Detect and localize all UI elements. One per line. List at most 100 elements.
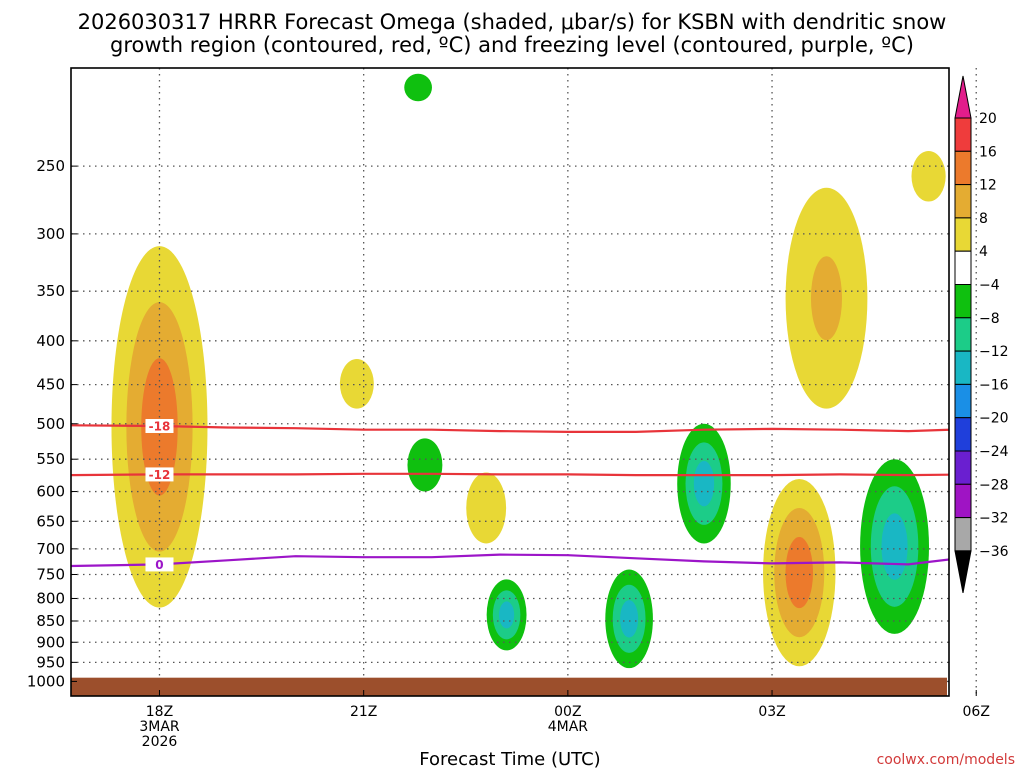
colorbar-tick-label: −20 — [979, 411, 1009, 427]
colorbar-swatch — [954, 284, 972, 319]
colorbar-tick-label: 12 — [979, 178, 997, 194]
omega-band — [404, 73, 432, 102]
y-tick-label: 500 — [36, 415, 65, 433]
omega-band — [1015, 166, 1024, 302]
colorbar: 20 16 12 8 4 −4 −8 −12 −16 −20 −24 −28 −32 −36 — [954, 75, 1009, 593]
plot-frame — [70, 67, 950, 697]
omega-region-descent-5 — [407, 438, 443, 492]
colorbar-swatch — [954, 517, 972, 552]
x-tick-label: 3MAR — [139, 719, 180, 735]
x-tick-label: 00Z — [554, 704, 581, 720]
omega-band — [620, 600, 639, 638]
colorbar-tick-label: −4 — [979, 278, 1000, 294]
y-tick-label: 900 — [36, 633, 65, 651]
omega-band — [1017, 355, 1024, 667]
omega-band — [466, 472, 507, 544]
colorbar-swatch — [954, 150, 972, 186]
colorbar-tick-label: 4 — [979, 244, 988, 260]
x-tick-label: 2026 — [142, 734, 178, 750]
colorbar-swatch — [954, 250, 972, 285]
y-tick-label: 300 — [36, 225, 65, 243]
omega-region-descent-4 — [1015, 166, 1024, 302]
colorbar-swatch — [954, 184, 972, 219]
colorbar-tick-label: 16 — [979, 144, 997, 160]
omega-band — [810, 256, 843, 341]
omega-band — [407, 438, 443, 492]
omega-region-ascent-4 — [763, 478, 836, 667]
contour-label: -12 — [149, 468, 171, 482]
contour-label-bg — [145, 557, 174, 572]
contour-dendritic-minus12 — [71, 472, 949, 477]
chart-title-line-2: growth region (contoured, red, ºC) and f… — [110, 33, 914, 57]
chart-title-line-1: 2026030317 HRRR Forecast Omega (shaded, … — [78, 10, 947, 34]
omega-band — [911, 150, 946, 202]
ground-surface — [71, 677, 947, 696]
x-tick-label: 06Z — [963, 704, 990, 720]
colorbar-swatch — [954, 383, 972, 419]
colorbar-tick-label: −32 — [979, 511, 1009, 527]
colorbar-swatch — [954, 450, 972, 485]
colorbar-swatch — [954, 350, 972, 385]
contour-label: 0 — [155, 558, 163, 572]
contour-dendritic-minus18 — [71, 424, 949, 433]
colorbar-tick-label: −24 — [979, 444, 1009, 460]
contour-label-bg — [145, 418, 174, 433]
colorbar-swatch — [954, 483, 972, 519]
omega-region-ascent-3 — [785, 187, 868, 409]
x-tick-label: 03Z — [758, 704, 785, 720]
omega-band — [693, 460, 715, 507]
y-tick-label: 600 — [36, 483, 65, 501]
y-tick-label: 750 — [36, 565, 65, 583]
colorbar-tick-label: −36 — [979, 544, 1009, 560]
omega-region-descent-3 — [860, 459, 930, 634]
y-tick-label: 700 — [36, 540, 65, 558]
contour-label: -18 — [149, 419, 171, 433]
colorbar-tick-label: −12 — [979, 344, 1009, 360]
omega-region-descent-2 — [677, 423, 731, 544]
omega-region-descent-6 — [404, 73, 432, 102]
colorbar-swatch — [954, 317, 972, 352]
contour-freezing-level-0 — [71, 553, 949, 568]
omega-region-ascent-2 — [466, 472, 507, 544]
colorbar-over-arrow — [954, 75, 972, 119]
colorbar-tick-label: −16 — [979, 377, 1009, 393]
y-tick-label: 950 — [36, 653, 65, 671]
watermark: coolwx.com/models — [877, 752, 1015, 768]
y-tick-label: 350 — [36, 282, 65, 300]
y-tick-label: 450 — [36, 376, 65, 394]
colorbar-swatch — [954, 417, 972, 452]
colorbar-tick-label: 20 — [979, 111, 997, 127]
omega-band — [881, 513, 908, 580]
omega-band — [785, 537, 814, 609]
colorbar-tick-label: −28 — [979, 477, 1009, 493]
x-tick-label: 18Z — [146, 704, 173, 720]
x-axis-ticks: 18Z3MAR202621Z00Z4MAR03Z06Z09Z — [139, 690, 990, 750]
omega-band — [499, 601, 515, 629]
y-tick-label: 250 — [36, 157, 65, 175]
y-tick-label: 400 — [36, 332, 65, 350]
x-axis-label: Forecast Time (UTC) — [419, 749, 600, 768]
omega-region-ascent-7 — [911, 150, 946, 202]
colorbar-swatch — [954, 217, 972, 252]
omega-region-ascent-1 — [339, 358, 374, 409]
omega-region-ascent-5 — [1017, 355, 1024, 667]
y-tick-label: 650 — [36, 512, 65, 530]
colorbar-tick-label: 8 — [979, 211, 988, 227]
x-tick-label: 21Z — [350, 704, 377, 720]
colorbar-under-arrow — [954, 550, 972, 593]
omega-band — [1020, 177, 1024, 292]
y-tick-label: 550 — [36, 450, 65, 468]
y-tick-label: 850 — [36, 612, 65, 630]
x-tick-label: 4MAR — [548, 719, 589, 735]
colorbar-swatch — [954, 117, 972, 152]
y-axis-ticks: 250 300 350 400 450 500 550 600 650 700 750 800 850 9… — [27, 157, 77, 690]
contour-label-bg — [145, 467, 174, 482]
y-tick-label: 800 — [36, 589, 65, 607]
colorbar-tick-label: −8 — [979, 311, 1000, 327]
omega-region-descent-0 — [486, 579, 527, 651]
y-tick-label: 1000 — [27, 672, 65, 690]
omega-band — [339, 358, 374, 409]
omega-region-descent-1 — [605, 569, 653, 669]
